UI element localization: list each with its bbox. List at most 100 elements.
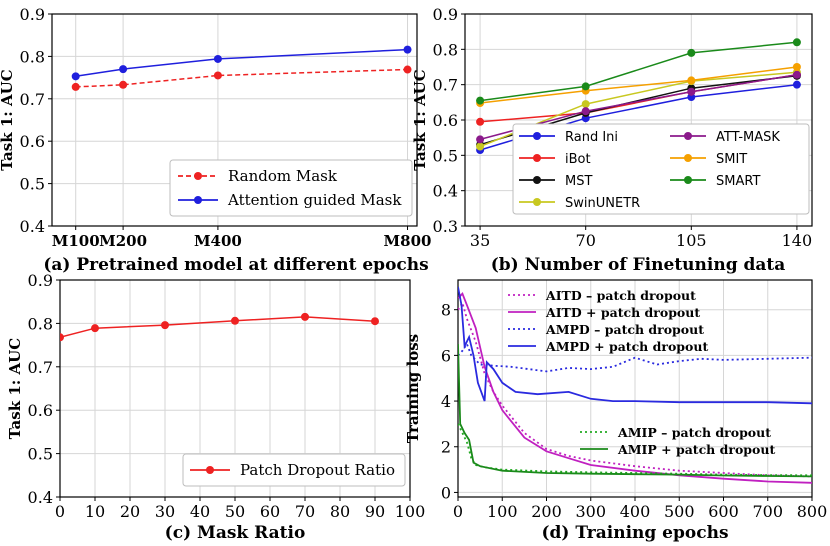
legend-label: AMIP + patch dropout <box>617 442 775 457</box>
data-point <box>403 45 412 54</box>
legend: Patch Dropout Ratio <box>182 453 406 487</box>
series-group <box>60 312 379 342</box>
y-axis-label: Task 1: AUC <box>411 69 429 170</box>
legend-label: AMIP – patch dropout <box>617 425 771 440</box>
legend-label: SwinUNETR <box>565 196 640 211</box>
legend-label: iBot <box>565 152 591 167</box>
x-tick-label: 105 <box>676 231 707 250</box>
data-point <box>581 107 590 116</box>
legend-label: AMPD – patch dropout <box>545 322 704 337</box>
x-tick-label: 200 <box>531 502 562 521</box>
x-tick-label: 20 <box>120 502 140 521</box>
panel-a: 0.4 0.5 0.6 0.7 0.8 0.9 M100 M200 M400 M800 Task 1… <box>0 5 431 275</box>
data-point <box>476 117 485 126</box>
y-tick-label: 0.5 <box>433 146 458 165</box>
y-axis-label: Task 1: AUC <box>0 69 16 170</box>
y-tick-label: 0.6 <box>28 401 53 420</box>
series-group <box>458 286 812 484</box>
y-tick-label: 0.9 <box>20 5 45 24</box>
x-tick-label: M200 <box>99 232 147 250</box>
y-tick-label: 0.8 <box>433 40 458 59</box>
legend: Random Mask Attention guided Mask <box>169 159 413 217</box>
y-tick-label: 0.5 <box>20 175 45 194</box>
data-point <box>792 38 801 47</box>
y-tick-label: 8 <box>441 301 451 320</box>
legend-label: AITD – patch dropout <box>545 288 696 303</box>
data-point <box>687 48 696 57</box>
y-tick-label: 6 <box>441 346 451 365</box>
x-tick-label: 500 <box>664 502 695 521</box>
data-point <box>792 63 801 71</box>
x-tick-label: 700 <box>752 502 783 521</box>
x-tick-label: 140 <box>782 231 813 250</box>
data-point <box>476 142 485 151</box>
x-tick-label: 70 <box>576 231 596 250</box>
y-tick-label: 0.7 <box>20 90 45 109</box>
x-tick-label: 10 <box>85 502 105 521</box>
legend-marker <box>684 176 692 184</box>
data-point <box>792 70 801 79</box>
x-tick-label: 100 <box>487 502 518 521</box>
series-group <box>71 45 412 91</box>
panel-d: 0 2 4 6 8 0 100 200 300 400 500 600 700 800 Training l… <box>404 279 827 543</box>
series-line <box>458 343 812 478</box>
x-tick-label: 40 <box>190 502 210 521</box>
y-axis-label: Task 1: AUC <box>6 338 24 439</box>
chart-caption: (a) Pretrained model at different epochs <box>43 255 428 275</box>
y-tick-label: 0.6 <box>20 132 45 151</box>
y-tick-label: 0.3 <box>433 217 458 236</box>
y-tick-label: 0.4 <box>433 182 458 201</box>
data-point <box>60 333 64 342</box>
x-tick-label: M100 <box>52 232 100 250</box>
legend-marker <box>533 154 541 162</box>
data-point <box>301 312 309 321</box>
data-point <box>581 100 590 109</box>
legend-box <box>182 453 406 487</box>
series-line <box>458 286 812 405</box>
legend-marker <box>194 196 202 204</box>
data-point <box>581 82 590 91</box>
y-tick-label: 0.6 <box>433 111 458 130</box>
x-tick-label: 0 <box>55 502 65 521</box>
y-tick-label: 0.9 <box>28 271 53 290</box>
data-point <box>213 71 222 80</box>
data-point <box>371 317 379 326</box>
y-tick-label: 0.4 <box>20 217 45 236</box>
x-tick-label: M400 <box>194 232 242 250</box>
chart-caption: (c) Mask Ratio <box>165 523 306 543</box>
x-tick-label: 60 <box>260 502 280 521</box>
y-tick-label: 0.5 <box>28 445 53 464</box>
x-tick-label: 100 <box>395 502 426 521</box>
legend-marker <box>533 198 541 206</box>
y-tick-label: 2 <box>441 438 451 457</box>
legend: Rand Ini iBot MST SwinUNETR ATT-MASK SMIT SMAR… <box>512 123 810 215</box>
panel-c: 0.4 0.5 0.6 0.7 0.8 0.9 0 10 20 30 40 50 60 70 80 90 100… <box>6 271 425 543</box>
y-tick-label: 0.4 <box>28 488 53 507</box>
data-point <box>231 316 239 325</box>
legend-box <box>512 123 810 215</box>
y-tick-label: 0.9 <box>433 5 458 24</box>
x-tick-label: 90 <box>365 502 385 521</box>
series-line <box>480 66 797 104</box>
y-tick-label: 0.7 <box>28 358 53 377</box>
x-tick-label: 300 <box>575 502 606 521</box>
legend-label: Attention guided Mask <box>227 191 402 209</box>
legend-label: SMIT <box>716 152 747 167</box>
x-tick-label: 70 <box>295 502 315 521</box>
legend-label: AITD + patch dropout <box>545 305 700 320</box>
legend-marker <box>533 132 541 140</box>
data-point <box>161 321 169 330</box>
x-tick-label: 30 <box>155 502 175 521</box>
data-point <box>687 76 696 85</box>
y-tick-label: 0.8 <box>28 314 53 333</box>
x-tick-label: 400 <box>620 502 651 521</box>
y-tick-label: 0.8 <box>20 47 45 66</box>
data-point <box>403 65 412 74</box>
legend-box <box>169 159 413 217</box>
x-tick-label: 50 <box>225 502 245 521</box>
legend-marker <box>194 172 202 180</box>
legend-label: Random Mask <box>228 167 338 185</box>
chart-caption: (d) Training epochs <box>541 523 728 543</box>
legend-marker <box>206 466 214 474</box>
